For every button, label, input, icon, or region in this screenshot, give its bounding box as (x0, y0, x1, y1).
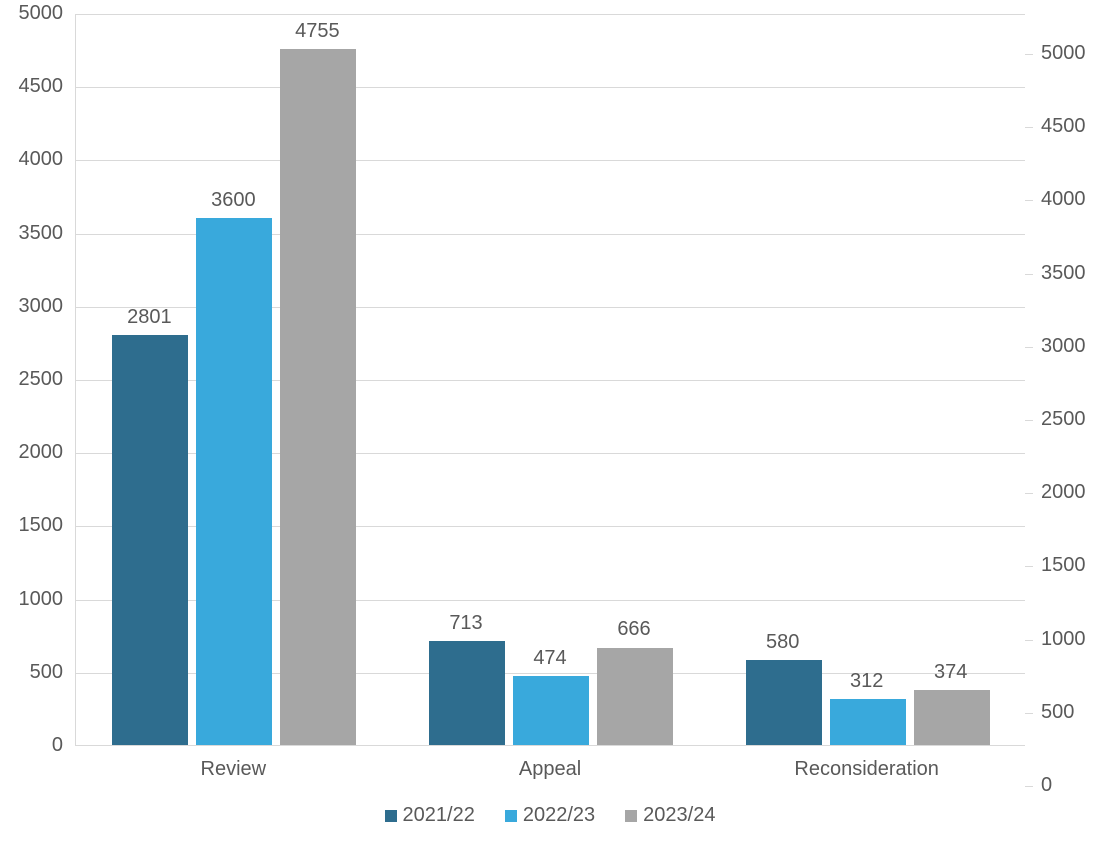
plot-area (75, 14, 1025, 746)
bar (830, 699, 906, 745)
bar (429, 641, 505, 745)
y-axis-left-label: 2000 (0, 441, 63, 464)
bar (746, 660, 822, 745)
bar-value-label: 374 (934, 661, 967, 684)
y-axis-right-tick (1025, 127, 1033, 128)
y-axis-right-tick (1025, 420, 1033, 421)
y-axis-right-label: 3000 (1041, 335, 1086, 358)
y-axis-left-label: 1000 (0, 588, 63, 611)
bar (196, 218, 272, 745)
gridline (76, 87, 1025, 88)
legend-item: 2022/23 (505, 804, 595, 827)
legend-label: 2021/22 (403, 804, 475, 827)
category-label: Review (201, 758, 267, 781)
legend-swatch (625, 810, 637, 822)
y-axis-right-label: 5000 (1041, 42, 1086, 65)
y-axis-right-label: 1000 (1041, 628, 1086, 651)
bar-value-label: 2801 (127, 306, 172, 329)
y-axis-left-label: 3500 (0, 222, 63, 245)
legend-item: 2023/24 (625, 804, 715, 827)
bar-value-label: 713 (449, 612, 482, 635)
y-axis-right-label: 3500 (1041, 262, 1086, 285)
legend-label: 2023/24 (643, 804, 715, 827)
bar (280, 49, 356, 745)
y-axis-left-label: 500 (0, 661, 63, 684)
bar-chart: 2021/22 2022/23 2023/24 0 0 500 500 1000 1000 15… (0, 0, 1106, 844)
y-axis-left-label: 2500 (0, 368, 63, 391)
bar-value-label: 666 (617, 618, 650, 641)
y-axis-left-label: 0 (0, 734, 63, 757)
bar (513, 676, 589, 745)
y-axis-left-label: 4000 (0, 148, 63, 171)
bar (597, 648, 673, 746)
y-axis-right-tick (1025, 713, 1033, 714)
bar (112, 335, 188, 745)
y-axis-right-tick (1025, 54, 1033, 55)
category-label: Appeal (519, 758, 581, 781)
y-axis-right-label: 4000 (1041, 188, 1086, 211)
y-axis-right-label: 2000 (1041, 481, 1086, 504)
y-axis-right-tick (1025, 566, 1033, 567)
y-axis-right-label: 0 (1041, 774, 1052, 797)
gridline (76, 14, 1025, 15)
y-axis-left-label: 5000 (0, 2, 63, 25)
legend-label: 2022/23 (523, 804, 595, 827)
y-axis-right-label: 1500 (1041, 554, 1086, 577)
legend-swatch (505, 810, 517, 822)
y-axis-right-tick (1025, 786, 1033, 787)
legend-item: 2021/22 (385, 804, 475, 827)
bar (914, 690, 990, 745)
y-axis-right-tick (1025, 200, 1033, 201)
legend-swatch (385, 810, 397, 822)
y-axis-right-label: 500 (1041, 701, 1074, 724)
category-label: Reconsideration (794, 758, 939, 781)
y-axis-left-label: 1500 (0, 514, 63, 537)
bar-value-label: 312 (850, 670, 883, 693)
y-axis-left-label: 4500 (0, 75, 63, 98)
y-axis-right-tick (1025, 640, 1033, 641)
y-axis-right-tick (1025, 493, 1033, 494)
bar-value-label: 580 (766, 631, 799, 654)
y-axis-right-label: 2500 (1041, 408, 1086, 431)
y-axis-right-tick (1025, 347, 1033, 348)
y-axis-left-label: 3000 (0, 295, 63, 318)
y-axis-right-label: 4500 (1041, 115, 1086, 138)
y-axis-right-tick (1025, 274, 1033, 275)
bar-value-label: 3600 (211, 189, 256, 212)
bar-value-label: 474 (533, 647, 566, 670)
legend: 2021/22 2022/23 2023/24 (75, 804, 1025, 827)
gridline (76, 160, 1025, 161)
bar-value-label: 4755 (295, 20, 340, 43)
